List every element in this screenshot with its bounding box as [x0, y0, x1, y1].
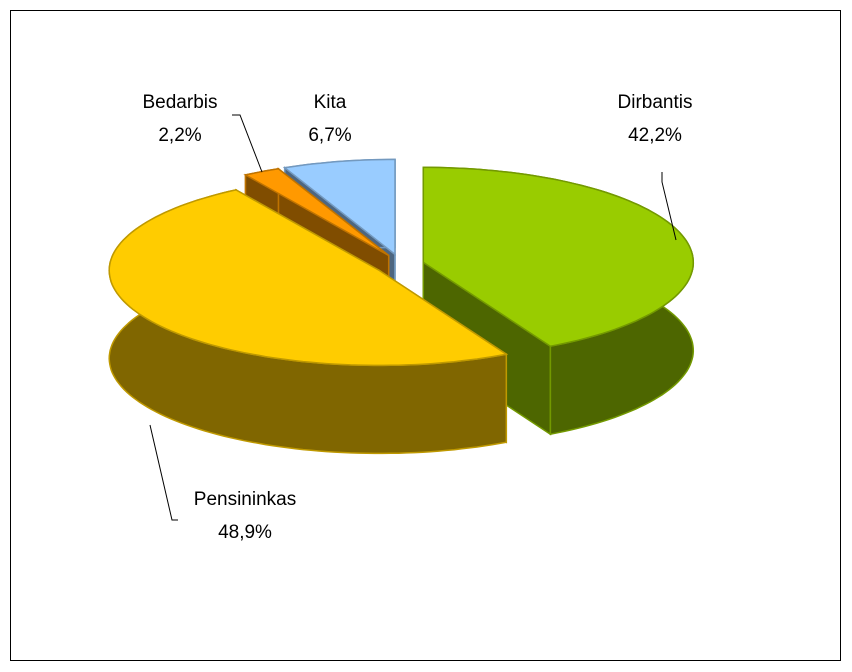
slice-label: Bedarbis	[143, 92, 218, 113]
leader-line	[149, 424, 178, 521]
slice-top	[422, 166, 695, 347]
leader-line	[661, 172, 677, 241]
slice-value-label: 2,2%	[158, 125, 201, 146]
slice-label: Dirbantis	[618, 92, 693, 113]
slice-value-label: 48,9%	[218, 522, 272, 543]
slice-value-label: 6,7%	[308, 125, 351, 146]
leader-line	[232, 114, 263, 173]
slice-label: Pensininkas	[194, 489, 296, 510]
slice-top	[108, 189, 509, 367]
slice-label: Kita	[314, 92, 347, 113]
slice	[108, 188, 509, 455]
slice-top	[282, 158, 396, 256]
slice-value-label: 42,2%	[628, 125, 682, 146]
slice	[422, 166, 695, 436]
